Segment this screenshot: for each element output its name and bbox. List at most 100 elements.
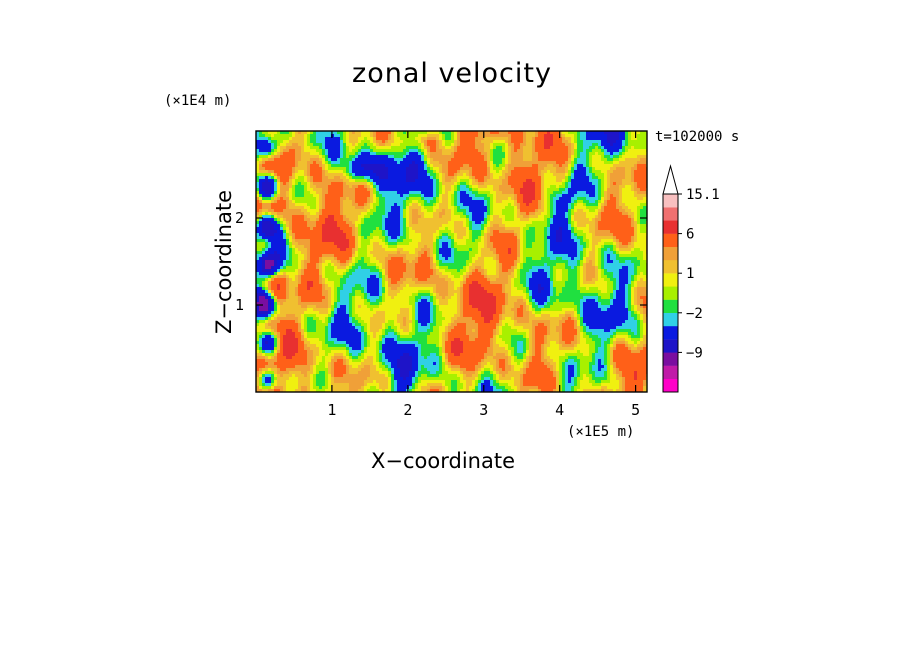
field-cell bbox=[559, 233, 563, 237]
field-cell bbox=[298, 173, 302, 177]
field-cell bbox=[445, 218, 449, 222]
field-cell bbox=[481, 170, 485, 174]
field-cell bbox=[313, 191, 317, 195]
field-cell bbox=[499, 218, 503, 222]
field-cell bbox=[340, 179, 344, 183]
field-cell bbox=[448, 227, 452, 231]
field-cell bbox=[643, 182, 647, 186]
field-cell bbox=[526, 224, 530, 228]
field-cell bbox=[364, 173, 368, 177]
field-cell bbox=[445, 233, 449, 237]
field-cell bbox=[523, 143, 527, 147]
field-cell bbox=[376, 185, 380, 189]
field-cell bbox=[502, 134, 506, 138]
field-cell bbox=[556, 143, 560, 147]
field-cell bbox=[493, 170, 497, 174]
field-cell bbox=[337, 152, 341, 156]
field-cell bbox=[325, 164, 329, 168]
field-cell bbox=[415, 173, 419, 177]
field-cell bbox=[436, 194, 440, 198]
field-cell bbox=[445, 143, 449, 147]
field-cell bbox=[415, 200, 419, 204]
field-cell bbox=[388, 191, 392, 195]
field-cell bbox=[556, 212, 560, 216]
field-cell bbox=[637, 239, 641, 243]
field-cell bbox=[277, 155, 281, 159]
field-cell bbox=[502, 164, 506, 168]
field-cell bbox=[475, 176, 479, 180]
field-cell bbox=[484, 209, 488, 213]
field-cell bbox=[373, 203, 377, 207]
field-cell bbox=[331, 137, 335, 141]
field-cell bbox=[583, 149, 587, 153]
field-cell bbox=[361, 155, 365, 159]
field-cell bbox=[436, 188, 440, 192]
field-cell bbox=[451, 233, 455, 237]
field-cell bbox=[595, 146, 599, 150]
field-cell bbox=[625, 194, 629, 198]
field-cell bbox=[523, 230, 527, 234]
field-cell bbox=[364, 146, 368, 150]
field-cell bbox=[412, 176, 416, 180]
field-cell bbox=[355, 215, 359, 219]
field-cell bbox=[574, 173, 578, 177]
field-cell bbox=[364, 239, 368, 243]
field-cell bbox=[313, 215, 317, 219]
field-cell bbox=[613, 203, 617, 207]
field-cell bbox=[430, 239, 434, 243]
field-cell bbox=[346, 176, 350, 180]
field-cell bbox=[376, 137, 380, 141]
field-cell bbox=[643, 185, 647, 189]
field-cell bbox=[367, 170, 371, 174]
field-cell bbox=[511, 239, 515, 243]
field-cell bbox=[298, 194, 302, 198]
field-cell bbox=[508, 212, 512, 216]
field-cell bbox=[634, 137, 638, 141]
field-cell bbox=[496, 191, 500, 195]
field-cell bbox=[307, 161, 311, 165]
field-cell bbox=[610, 197, 614, 201]
field-cell bbox=[559, 155, 563, 159]
field-cell bbox=[268, 185, 272, 189]
field-cell bbox=[367, 152, 371, 156]
field-cell bbox=[370, 203, 374, 207]
field-cell bbox=[298, 155, 302, 159]
field-cell bbox=[364, 227, 368, 231]
field-cell bbox=[535, 239, 539, 243]
field-cell bbox=[406, 140, 410, 144]
field-cell bbox=[364, 164, 368, 168]
field-cell bbox=[523, 200, 527, 204]
field-cell bbox=[565, 155, 569, 159]
field-cell bbox=[262, 197, 266, 201]
field-cell bbox=[544, 131, 548, 135]
field-cell bbox=[631, 152, 635, 156]
field-cell bbox=[400, 140, 404, 144]
field-cell bbox=[313, 170, 317, 174]
field-cell bbox=[277, 176, 281, 180]
field-cell bbox=[475, 182, 479, 186]
field-cell bbox=[598, 236, 602, 240]
field-cell bbox=[421, 185, 425, 189]
field-cell bbox=[457, 182, 461, 186]
field-cell bbox=[406, 197, 410, 201]
field-cell bbox=[388, 188, 392, 192]
field-cell bbox=[358, 242, 362, 246]
field-cell bbox=[577, 221, 581, 225]
field-cell bbox=[463, 209, 467, 213]
field-cell bbox=[637, 131, 641, 135]
field-cell bbox=[598, 215, 602, 219]
field-cell bbox=[292, 185, 296, 189]
field-cell bbox=[487, 143, 491, 147]
field-cell bbox=[370, 206, 374, 210]
field-cell bbox=[481, 221, 485, 225]
field-cell bbox=[334, 227, 338, 231]
field-cell bbox=[607, 146, 611, 150]
field-cell bbox=[529, 239, 533, 243]
field-cell bbox=[265, 230, 269, 234]
field-cell bbox=[457, 218, 461, 222]
field-cell bbox=[424, 215, 428, 219]
field-cell bbox=[583, 209, 587, 213]
field-cell bbox=[301, 143, 305, 147]
field-cell bbox=[538, 206, 542, 210]
